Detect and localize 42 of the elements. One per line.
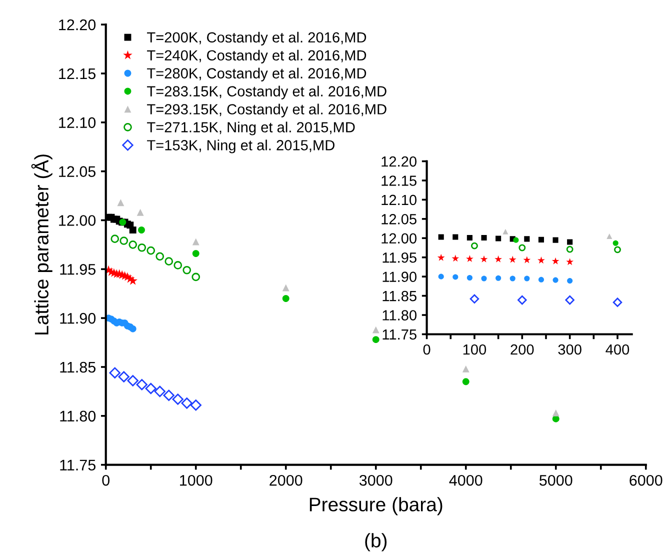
y-tick-label: 11.95: [382, 252, 416, 263]
x-tick-label: 300: [558, 344, 582, 355]
y-tick-label: 11.85: [382, 290, 416, 302]
y-tick-label: 12.00: [382, 233, 416, 244]
x-tick-label: 0: [102, 474, 110, 486]
y-tick-label: 11.80: [382, 310, 416, 320]
text: (b): [365, 533, 387, 552]
x-tick-label: 100: [463, 344, 486, 355]
y-tick-label: 11.75: [382, 329, 416, 340]
y-tick-label: 11.80: [60, 410, 96, 422]
x-tick-label: 6000: [630, 474, 662, 486]
y-tick-label: 12.00: [59, 215, 96, 226]
x-tick-label: 2000: [270, 474, 302, 486]
x-tick-label: 5000: [539, 474, 572, 486]
y-tick-label: 12.15: [382, 176, 416, 186]
legend-label: T=283.15K, Costandy et al. 2016,MD: [147, 86, 386, 100]
x-axis-title: Pressure (bara): [310, 497, 442, 516]
legend-label: T=200K, Costandy et al. 2016,MD: [147, 32, 366, 46]
y-tick-label: 11.90: [60, 312, 96, 324]
y-tick-label: 12.10: [59, 117, 96, 128]
y-tick-label: 12.20: [382, 156, 416, 167]
y-tick-label: 11.75: [60, 460, 96, 470]
legend-label: T=240K, Costandy et al. 2016,MD: [147, 50, 366, 64]
y-tick-label: 12.20: [59, 19, 96, 30]
y-tick-label: 12.15: [59, 68, 96, 80]
y-tick-label: 11.85: [60, 362, 96, 373]
y-tick-label: 11.90: [382, 272, 416, 282]
x-tick-label: 1000: [180, 474, 212, 486]
x-tick-label: 0: [423, 344, 430, 355]
legend-label: T=293.15K, Costandy et al. 2016,MD: [147, 104, 386, 118]
legend-label: T=271.15K, Ning et al. 2015,MD: [147, 122, 355, 136]
y-tick-label: 12.10: [382, 194, 416, 206]
legend-label: T=153K, Ning et al. 2015,MD: [147, 140, 334, 154]
y-tick-label: 11.95: [60, 264, 96, 275]
x-tick-label: 200: [510, 344, 534, 355]
x-tick-label: 4000: [449, 474, 482, 486]
x-tick-label: 400: [606, 344, 630, 355]
x-tick-label: 3000: [359, 474, 392, 486]
y-tick-label: 12.05: [59, 166, 96, 177]
y-tick-label: 12.05: [382, 214, 416, 224]
y-axis-title: Lattice parameter (Å): [31, 154, 52, 334]
legend-label: T=280K, Costandy et al. 2016,MD: [147, 68, 366, 82]
